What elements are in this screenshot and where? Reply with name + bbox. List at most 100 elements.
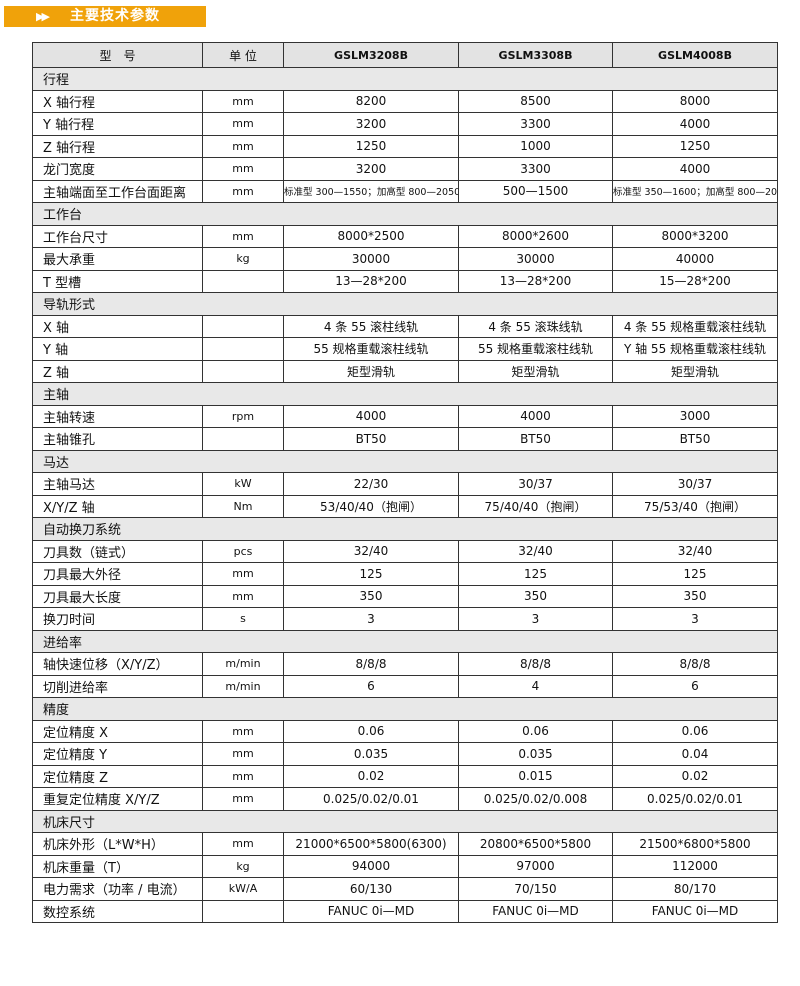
row-label: 定位精度 X — [32, 719, 203, 743]
table-row: 换刀时间 s 3 3 3 — [32, 607, 778, 631]
section-row: 导轨形式 — [32, 292, 778, 316]
row-value: 55 规格重载滚柱线轨 — [458, 337, 613, 361]
double-arrow-right-icon: ▶▶ — [36, 10, 50, 23]
row-value: 125 — [283, 562, 459, 586]
row-unit — [202, 359, 284, 383]
header-row: 型 号 单 位 GSLM3208B GSLM3308B GSLM4008B — [32, 42, 778, 68]
table-row: 工作台尺寸 mm 8000*2500 8000*2600 8000*3200 — [32, 224, 778, 248]
row-value: 8000*2600 — [458, 224, 613, 248]
row-value: 55 规格重载滚柱线轨 — [283, 337, 459, 361]
row-unit: mm — [202, 832, 284, 856]
row-value: 30/37 — [612, 472, 778, 496]
row-value: 22/30 — [283, 472, 459, 496]
header-model-1: GSLM3208B — [283, 42, 459, 68]
row-value: FANUC 0i—MD — [458, 899, 613, 923]
row-value: 8/8/8 — [458, 652, 613, 676]
header-model: 型 号 — [32, 42, 203, 68]
row-value: 8500 — [458, 89, 613, 113]
row-unit: mm — [202, 764, 284, 788]
row-value: 80/170 — [612, 877, 778, 901]
table-row: 刀具数（链式） pcs 32/40 32/40 32/40 — [32, 539, 778, 563]
row-value: 30000 — [283, 247, 459, 271]
row-value: 0.035 — [283, 742, 459, 766]
row-label: X/Y/Z 轴 — [32, 494, 203, 518]
row-label: 定位精度 Z — [32, 764, 203, 788]
row-value: 0.02 — [283, 764, 459, 788]
row-value: 40000 — [612, 247, 778, 271]
row-value: 4000 — [612, 112, 778, 136]
row-label: 换刀时间 — [32, 607, 203, 631]
row-unit: mm — [202, 787, 284, 811]
row-unit: pcs — [202, 539, 284, 563]
row-value: 0.025/0.02/0.01 — [283, 787, 459, 811]
row-value: 矩型滑轨 — [612, 359, 778, 383]
section-row: 行程 — [32, 67, 778, 91]
row-unit — [202, 427, 284, 451]
row-value: 21500*6800*5800 — [612, 832, 778, 856]
section-title: 机床尺寸 — [32, 809, 778, 833]
row-unit: kW — [202, 472, 284, 496]
row-value: FANUC 0i—MD — [283, 899, 459, 923]
row-value: 75/40/40（抱闸） — [458, 494, 613, 518]
header-model-3: GSLM4008B — [612, 42, 778, 68]
row-value: 3 — [458, 607, 613, 631]
row-unit: mm — [202, 584, 284, 608]
row-value: 矩型滑轨 — [458, 359, 613, 383]
row-label: X 轴 — [32, 314, 203, 338]
row-label: 主轴转速 — [32, 404, 203, 428]
row-value: BT50 — [612, 427, 778, 451]
row-value: 30/37 — [458, 472, 613, 496]
row-value: Y 轴 55 规格重载滚柱线轨 — [612, 337, 778, 361]
row-value: 97000 — [458, 854, 613, 878]
row-value: 15—28*200 — [612, 269, 778, 293]
table-row: Z 轴行程 mm 1250 1000 1250 — [32, 134, 778, 158]
row-value: 0.02 — [612, 764, 778, 788]
table-row: 主轴锥孔 BT50 BT50 BT50 — [32, 427, 778, 451]
row-unit — [202, 269, 284, 293]
row-label: 刀具数（链式） — [32, 539, 203, 563]
spec-table: 型 号 单 位 GSLM3208B GSLM3308B GSLM4008B 行程… — [32, 42, 778, 923]
row-label: 切削进给率 — [32, 674, 203, 698]
section-row: 机床尺寸 — [32, 809, 778, 833]
row-value: 8000*2500 — [283, 224, 459, 248]
section-title: 马达 — [32, 449, 778, 473]
table-row: 刀具最大长度 mm 350 350 350 — [32, 584, 778, 608]
row-value: 13—28*200 — [283, 269, 459, 293]
row-value: 32/40 — [283, 539, 459, 563]
row-value: 125 — [458, 562, 613, 586]
row-value: 8200 — [283, 89, 459, 113]
row-label: 龙门宽度 — [32, 157, 203, 181]
row-label: 电力需求（功率 / 电流） — [32, 877, 203, 901]
row-value: 8/8/8 — [283, 652, 459, 676]
row-unit — [202, 337, 284, 361]
section-title: 导轨形式 — [32, 292, 778, 316]
row-unit: m/min — [202, 674, 284, 698]
row-unit: s — [202, 607, 284, 631]
row-value: 350 — [612, 584, 778, 608]
row-unit: kg — [202, 854, 284, 878]
section-title: 自动换刀系统 — [32, 517, 778, 541]
banner-title: 主要技术参数 — [70, 8, 160, 24]
row-value: BT50 — [283, 427, 459, 451]
row-value: 8000*3200 — [612, 224, 778, 248]
row-value: 标准型 300—1550；加高型 800—2050 — [283, 179, 459, 203]
row-value: 0.025/0.02/0.01 — [612, 787, 778, 811]
row-label: 主轴马达 — [32, 472, 203, 496]
table-row: Y 轴 55 规格重载滚柱线轨 55 规格重载滚柱线轨 Y 轴 55 规格重载滚柱线轨 — [32, 337, 778, 361]
row-label: 数控系统 — [32, 899, 203, 923]
row-label: 轴快速位移（X/Y/Z） — [32, 652, 203, 676]
row-value: 0.06 — [458, 719, 613, 743]
row-label: Z 轴行程 — [32, 134, 203, 158]
table-row: 龙门宽度 mm 3200 3300 4000 — [32, 157, 778, 181]
table-row: X 轴行程 mm 8200 8500 8000 — [32, 89, 778, 113]
row-value: 4 条 55 规格重载滚柱线轨 — [612, 314, 778, 338]
row-value: 21000*6500*5800(6300) — [283, 832, 459, 856]
table-row: 轴快速位移（X/Y/Z） m/min 8/8/8 8/8/8 8/8/8 — [32, 652, 778, 676]
table-row: 主轴转速 rpm 4000 4000 3000 — [32, 404, 778, 428]
row-label: 工作台尺寸 — [32, 224, 203, 248]
row-value: 8000 — [612, 89, 778, 113]
section-row: 马达 — [32, 449, 778, 473]
row-value: 标准型 350—1600；加高型 800—2050 — [612, 179, 778, 203]
row-value: 0.04 — [612, 742, 778, 766]
row-value: 125 — [612, 562, 778, 586]
